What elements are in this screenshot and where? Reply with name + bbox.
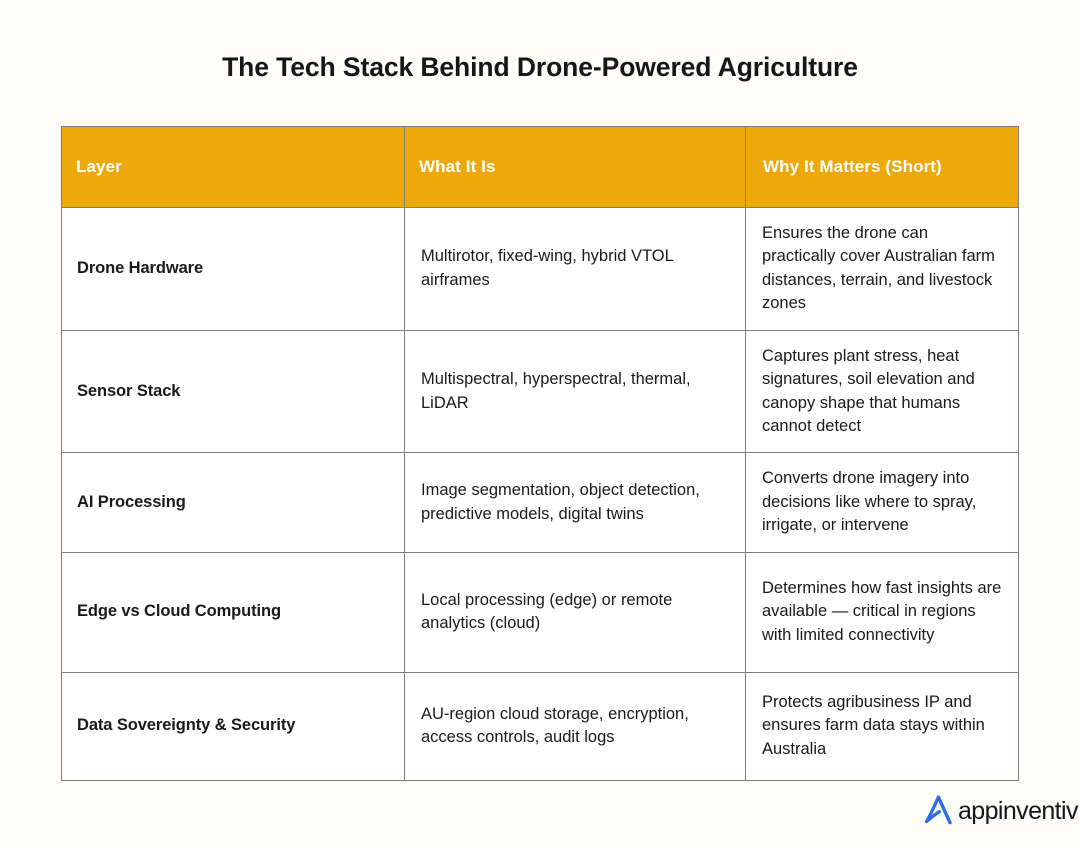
brand-wordmark: appinventiv — [958, 796, 1078, 825]
column-header-why-it-matters: Why It Matters (Short) — [745, 126, 1019, 208]
table-row: Sensor Stack Multispectral, hyperspectra… — [61, 329, 1019, 454]
page-title: The Tech Stack Behind Drone-Powered Agri… — [222, 52, 858, 82]
table-row: Data Sovereignty & Security AU-region cl… — [61, 671, 1019, 781]
cell-what-it-is: Local processing (edge) or remote analyt… — [404, 551, 746, 673]
cell-why-it-matters: Converts drone imagery into decisions li… — [745, 452, 1019, 553]
cell-layer: Data Sovereignty & Security — [61, 671, 405, 781]
table-body: Drone Hardware Multirotor, fixed-wing, h… — [61, 207, 1019, 781]
cell-layer: AI Processing — [61, 452, 405, 553]
table-header: Layer What It Is Why It Matters (Short) — [61, 126, 1019, 208]
cell-layer: Edge vs Cloud Computing — [61, 551, 405, 673]
cell-layer: Sensor Stack — [61, 329, 405, 454]
table-row: Edge vs Cloud Computing Local processing… — [61, 551, 1019, 673]
table-header-row: Layer What It Is Why It Matters (Short) — [61, 126, 1019, 208]
cell-layer: Drone Hardware — [61, 207, 405, 331]
cell-what-it-is: Multispectral, hyperspectral, thermal, L… — [404, 329, 746, 454]
cell-what-it-is: AU-region cloud storage, encryption, acc… — [404, 671, 746, 781]
cell-what-it-is: Multirotor, fixed-wing, hybrid VTOL airf… — [404, 207, 746, 331]
appinventiv-logo-icon — [925, 795, 952, 825]
cell-why-it-matters: Ensures the drone can practically cover … — [745, 207, 1019, 331]
cell-what-it-is: Image segmentation, object detection, pr… — [404, 452, 746, 553]
column-header-what-it-is: What It Is — [404, 126, 746, 208]
cell-why-it-matters: Determines how fast insights are availab… — [745, 551, 1019, 673]
column-header-layer: Layer — [61, 126, 405, 208]
brand-logo: appinventiv — [921, 793, 1078, 827]
tech-stack-table: Layer What It Is Why It Matters (Short) … — [61, 126, 1019, 781]
cell-why-it-matters: Captures plant stress, heat signatures, … — [745, 329, 1019, 454]
cell-why-it-matters: Protects agribusiness IP and ensures far… — [745, 671, 1019, 781]
table-row: AI Processing Image segmentation, object… — [61, 452, 1019, 553]
table-row: Drone Hardware Multirotor, fixed-wing, h… — [61, 207, 1019, 331]
